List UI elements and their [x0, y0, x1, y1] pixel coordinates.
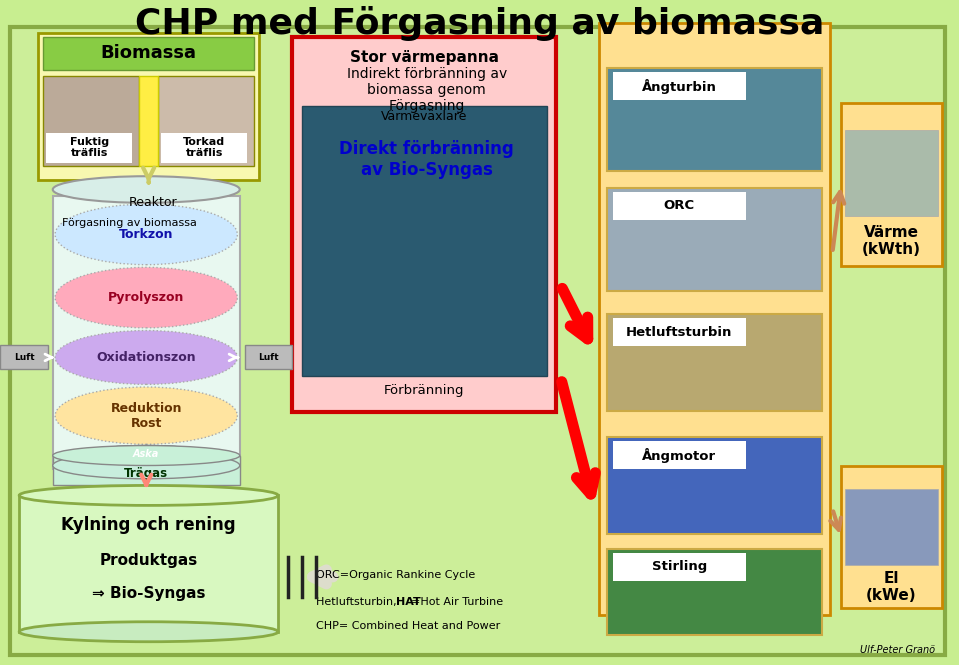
Bar	[607, 438, 822, 533]
Text: Förbränning: Förbränning	[385, 384, 464, 397]
Text: Förgasning av biomassa: Förgasning av biomassa	[62, 217, 198, 228]
Text: Ångturbin: Ångturbin	[642, 78, 716, 94]
Bar	[841, 465, 942, 608]
Bar	[599, 23, 830, 615]
Text: ORC=Organic Rankine Cycle: ORC=Organic Rankine Cycle	[316, 570, 476, 581]
Ellipse shape	[85, 446, 207, 462]
Bar	[613, 553, 746, 581]
Text: CHP= Combined Heat and Power: CHP= Combined Heat and Power	[316, 621, 501, 632]
Bar	[841, 103, 942, 266]
Ellipse shape	[56, 331, 238, 384]
Bar	[302, 106, 547, 376]
Bar	[53, 456, 240, 485]
Text: Fuktig
träflis: Fuktig träflis	[70, 137, 108, 158]
Text: Reduktion
Rost: Reduktion Rost	[110, 402, 182, 430]
Text: Luft: Luft	[13, 353, 35, 362]
Bar	[613, 72, 746, 100]
Bar	[845, 489, 938, 565]
Text: Stirling: Stirling	[652, 560, 707, 573]
Bar	[607, 188, 822, 291]
Ellipse shape	[19, 485, 278, 505]
Ellipse shape	[56, 267, 238, 328]
Bar	[292, 37, 556, 412]
Text: Torkad
träflis: Torkad träflis	[183, 137, 225, 158]
Text: Luft: Luft	[258, 353, 279, 362]
Text: Ångmotor: Ångmotor	[643, 448, 716, 463]
Bar	[139, 76, 158, 166]
Text: Trägas: Trägas	[124, 467, 169, 480]
Ellipse shape	[53, 176, 240, 203]
Ellipse shape	[56, 387, 238, 444]
Text: Pyrolyszon: Pyrolyszon	[108, 291, 184, 304]
Bar	[161, 133, 247, 163]
Text: El
(kWe): El (kWe)	[866, 571, 917, 603]
Bar	[245, 345, 292, 369]
Text: Värmeväxlare: Värmeväxlare	[381, 110, 468, 123]
Ellipse shape	[53, 452, 240, 479]
Bar	[0, 345, 48, 369]
Bar	[607, 549, 822, 635]
Text: Torkzon: Torkzon	[119, 228, 174, 241]
Text: Kylning och rening: Kylning och rening	[61, 517, 236, 535]
Text: Direkt förbränning
av Bio-Syngas: Direkt förbränning av Bio-Syngas	[339, 140, 514, 179]
Text: Oxidationszon: Oxidationszon	[97, 351, 196, 364]
Bar	[158, 76, 254, 166]
Text: Biomassa: Biomassa	[101, 44, 197, 63]
Bar	[38, 33, 259, 180]
Text: Produktgas: Produktgas	[100, 553, 198, 569]
Text: CHP med Förgasning av biomassa: CHP med Förgasning av biomassa	[135, 6, 824, 41]
Text: =Hot Air Turbine: =Hot Air Turbine	[411, 597, 503, 607]
Bar	[46, 133, 132, 163]
Bar	[607, 68, 822, 172]
Bar	[613, 192, 746, 219]
Text: Reaktor: Reaktor	[129, 196, 177, 209]
Ellipse shape	[56, 204, 238, 265]
Bar	[53, 196, 240, 469]
Ellipse shape	[19, 622, 278, 642]
Text: Indirekt förbränning av
biomassa genom
Förgasning: Indirekt förbränning av biomassa genom F…	[346, 66, 507, 113]
Text: Hetluftsturbin: Hetluftsturbin	[626, 326, 733, 338]
Bar	[613, 318, 746, 346]
Bar	[613, 442, 746, 469]
Bar	[43, 76, 139, 166]
Text: Stor värmepanna: Stor värmepanna	[350, 51, 499, 65]
Text: Värme
(kWth): Värme (kWth)	[862, 225, 921, 257]
Text: Hetluftsturbin,: Hetluftsturbin,	[316, 597, 401, 607]
Bar	[19, 495, 278, 632]
Ellipse shape	[53, 446, 240, 465]
Text: ⇒ Bio-Syngas: ⇒ Bio-Syngas	[92, 586, 205, 601]
Bar	[845, 130, 938, 216]
Text: ORC: ORC	[664, 200, 695, 212]
Text: HAT: HAT	[396, 597, 421, 607]
Text: Aska: Aska	[133, 449, 159, 459]
Bar	[607, 315, 822, 410]
Text: Ulf-Peter Granö: Ulf-Peter Granö	[860, 645, 935, 656]
Bar	[43, 37, 254, 70]
